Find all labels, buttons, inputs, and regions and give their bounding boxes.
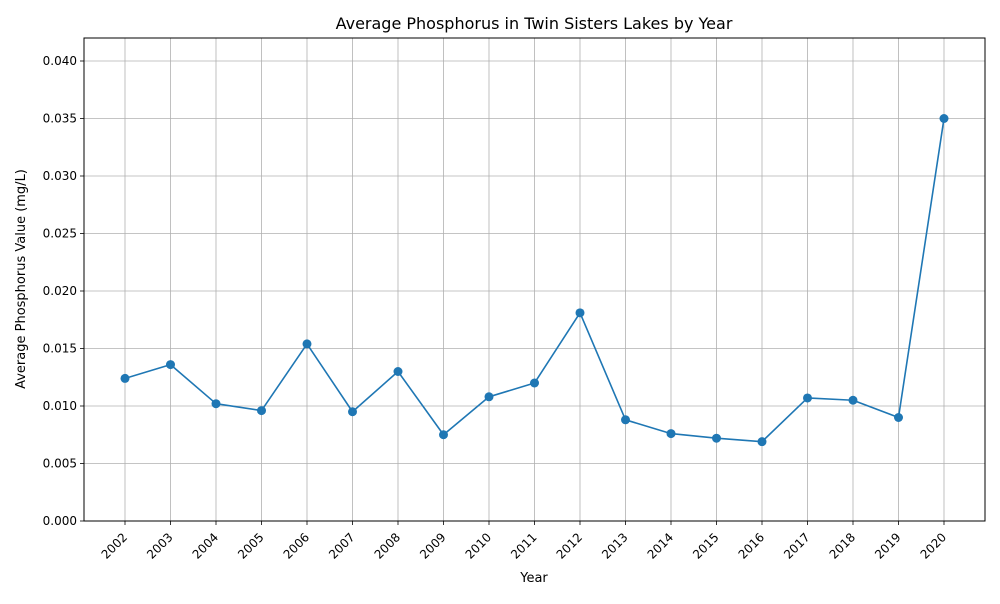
y-axis-ticks: 0.000 0.005 0.010 0.015 0.020 0.025 0.030 0.035…: [43, 54, 84, 528]
data-point-2007: [348, 407, 357, 417]
data-point-2020: [939, 114, 949, 123]
data-point-2002: [120, 373, 130, 383]
data-point-2014: [666, 429, 676, 439]
x-axis-label: Year: [519, 571, 548, 586]
x-tick-label: 2010: [463, 530, 494, 561]
y-tick-label: 0.035: [43, 112, 77, 126]
x-tick-label: 2006: [281, 530, 312, 561]
data-point-2008: [393, 367, 403, 376]
y-tick-label: 0.040: [43, 54, 77, 68]
x-tick-label: 2005: [235, 530, 266, 561]
data-point-2019: [894, 413, 903, 422]
data-point-2006: [302, 339, 312, 349]
y-tick-label: 0.000: [43, 514, 77, 528]
x-tick-label: 2017: [781, 530, 812, 561]
x-tick-label: 2002: [99, 530, 130, 561]
y-axis-label: Average Phosphorus Value (mg/L): [14, 169, 29, 389]
data-point-2012: [575, 308, 585, 318]
data-point-2009: [439, 430, 448, 440]
x-tick-label: 2003: [144, 530, 175, 561]
data-point-2013: [621, 415, 630, 425]
x-tick-label: 2012: [554, 530, 585, 561]
grid-lines: [84, 38, 985, 522]
y-tick-label: 0.025: [43, 227, 77, 241]
data-point-2010: [484, 392, 494, 402]
x-tick-label: 2018: [827, 530, 858, 561]
y-tick-label: 0.030: [43, 169, 77, 183]
y-tick-label: 0.020: [43, 284, 77, 298]
x-tick-label: 2016: [736, 530, 767, 561]
y-tick-label: 0.005: [43, 457, 77, 471]
x-tick-label: 2019: [872, 530, 903, 561]
x-axis-ticks: 2002 2003 2004 2005 2006 2007 2008 2009 2010 2011…: [99, 521, 949, 562]
x-tick-label: 2020: [918, 530, 949, 561]
data-point-2004: [211, 399, 221, 409]
x-tick-label: 2008: [372, 530, 403, 561]
x-tick-label: 2007: [326, 530, 357, 561]
data-point-2003: [166, 360, 175, 370]
chart-title: Average Phosphorus in Twin Sisters Lakes…: [336, 14, 733, 33]
x-tick-label: 2015: [690, 530, 721, 561]
data-point-2005: [257, 406, 266, 416]
y-tick-label: 0.015: [43, 342, 77, 356]
data-point-2011: [530, 378, 539, 388]
x-tick-label: 2014: [645, 530, 676, 561]
x-tick-label: 2011: [508, 530, 539, 561]
series-layer: [120, 114, 949, 447]
x-tick-label: 2009: [417, 530, 448, 561]
data-point-2015: [712, 433, 721, 443]
y-tick-label: 0.010: [43, 399, 77, 413]
x-tick-label: 2004: [190, 530, 221, 561]
data-point-2017: [803, 393, 812, 403]
data-point-2016: [757, 437, 767, 447]
data-point-2018: [848, 395, 858, 405]
x-tick-label: 2013: [599, 530, 630, 561]
